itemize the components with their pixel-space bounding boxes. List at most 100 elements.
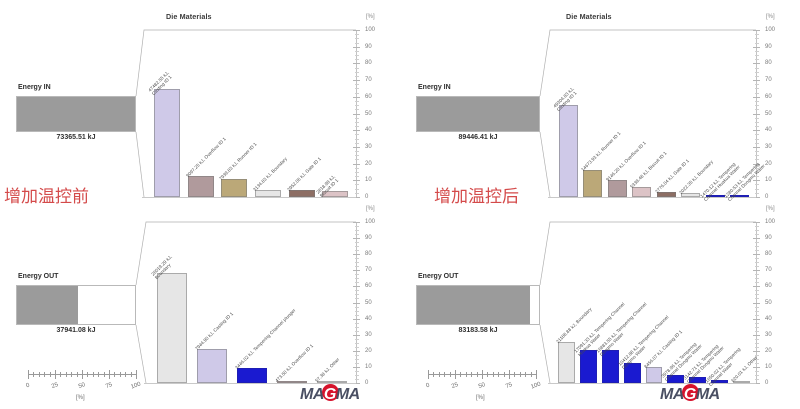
logo-text: MAGMA (660, 386, 720, 403)
y-axis-tick (355, 71, 359, 73)
bar[interactable] (601, 350, 619, 383)
y-axis-tick (355, 159, 359, 161)
bar[interactable] (153, 88, 180, 197)
y-axis-tick (353, 30, 360, 31)
bar[interactable] (705, 194, 725, 197)
bar[interactable] (681, 193, 701, 197)
bar[interactable] (583, 169, 603, 197)
bar-label: 9097.25 kJ, Overflow ID 1 (185, 137, 227, 179)
ruler-tick (82, 370, 83, 379)
bar[interactable] (254, 189, 281, 197)
y-axis-tick (755, 258, 759, 260)
y-axis-label: 80 (765, 60, 772, 67)
logo-dot (322, 384, 339, 401)
bar[interactable] (645, 366, 663, 383)
y-axis-tick (353, 63, 360, 65)
ruler-tick (503, 372, 505, 377)
y-axis-label: 50 (365, 299, 372, 306)
y-axis-tick (355, 59, 359, 61)
ruler-tick (536, 370, 537, 379)
y-axis-tick (755, 322, 759, 324)
y-axis-tick (755, 310, 759, 312)
energy-total-value: 89446.41 kJ (458, 134, 498, 141)
y-axis-tick (355, 67, 359, 69)
bar[interactable] (558, 341, 576, 383)
y-axis-unit: [%] (366, 14, 375, 20)
y-axis-tick (355, 298, 359, 300)
bar[interactable] (237, 368, 267, 383)
y-axis-tick (753, 113, 760, 115)
y-axis-tick (355, 338, 359, 340)
y-axis-label: 40 (365, 315, 372, 322)
y-axis-tick (755, 290, 759, 292)
y-axis-label: 0 (765, 194, 769, 200)
ruler-tick (487, 372, 489, 377)
bar[interactable] (558, 104, 578, 197)
bar[interactable] (317, 381, 347, 383)
y-axis-tick (355, 109, 359, 111)
energy-side-label: Energy OUT (418, 273, 459, 280)
y-axis-tick (755, 338, 759, 340)
y-axis-tick (355, 92, 359, 94)
y-axis-tick (355, 378, 359, 380)
bar[interactable] (607, 179, 627, 197)
bar[interactable] (580, 349, 598, 383)
y-axis-tick (355, 358, 359, 360)
y-axis-tick (755, 105, 759, 107)
ruler-tick (119, 372, 121, 377)
y-axis-tick (355, 138, 359, 140)
y-axis-tick (753, 270, 760, 272)
y-axis-tick (353, 113, 360, 115)
bar[interactable] (732, 381, 750, 383)
bar[interactable] (322, 190, 349, 197)
y-axis-tick (753, 318, 760, 320)
bar[interactable] (277, 381, 307, 383)
energy-total-value: 83183.58 kJ (458, 327, 498, 334)
bar[interactable] (689, 376, 707, 383)
y-axis-tick (755, 262, 759, 264)
y-axis-tick (755, 192, 759, 194)
y-axis-label: 10 (765, 363, 772, 370)
y-axis-tick (355, 282, 359, 284)
y-axis-label: 60 (765, 93, 772, 100)
bar-label: 473.50 kJ, Overflow ID 1 (274, 343, 314, 383)
y-axis-label: 0 (365, 194, 369, 200)
y-axis-tick (355, 50, 359, 52)
ruler-tick (136, 370, 137, 379)
ruler-tick (428, 370, 429, 379)
y-axis-tick (355, 34, 359, 36)
y-axis-tick (355, 184, 359, 186)
bar[interactable] (656, 191, 676, 197)
y-axis-tick (755, 121, 759, 123)
bar[interactable] (632, 186, 652, 197)
bar[interactable] (623, 362, 641, 383)
magma-logo-left: MAGMA (660, 384, 720, 404)
bar[interactable] (710, 379, 728, 383)
bar[interactable] (667, 375, 685, 383)
y-axis-label: 30 (365, 331, 372, 338)
bar[interactable] (288, 190, 315, 197)
y-axis-tick (755, 298, 759, 300)
ruler-tick (125, 372, 127, 377)
bar[interactable] (221, 178, 248, 197)
y-axis-tick (755, 88, 759, 90)
y-axis-tick (353, 146, 360, 148)
bar[interactable] (197, 349, 227, 383)
y-axis-tick (355, 230, 359, 232)
y-axis-tick (355, 126, 359, 128)
bar[interactable] (157, 272, 187, 383)
y-axis-tick (755, 142, 759, 144)
plot-baseline (144, 383, 356, 384)
y-axis-tick (755, 67, 759, 69)
y-axis-tick (755, 250, 759, 252)
ruler-tick (519, 372, 521, 377)
ruler-tick (476, 372, 478, 377)
y-axis-tick (753, 222, 760, 223)
y-axis-label: 10 (365, 363, 372, 370)
bar[interactable] (187, 176, 214, 197)
bar[interactable] (730, 195, 750, 197)
y-axis-tick (755, 294, 759, 296)
ruler-tick (492, 372, 494, 377)
y-axis-tick (355, 278, 359, 280)
y-axis-tick (355, 167, 359, 169)
